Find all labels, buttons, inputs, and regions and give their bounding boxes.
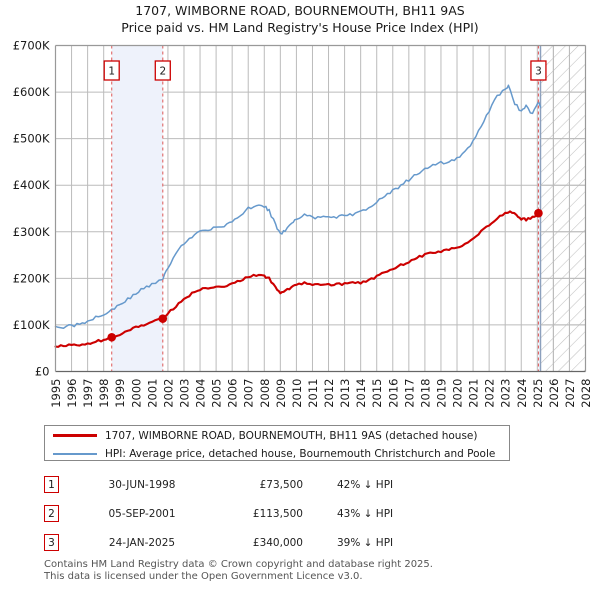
svg-text:2018: 2018: [418, 379, 432, 408]
svg-text:2005: 2005: [210, 379, 224, 408]
price-history-chart: 1 2 3 £0 £100K £200K £300K £400K £500K £600K £700…: [13, 39, 593, 408]
title-line-1: 1707, WIMBORNE ROAD, BOURNEMOUTH, BH11 9…: [135, 3, 465, 18]
legend-label-price-paid: 1707, WIMBORNE ROAD, BOURNEMOUTH, BH11 9…: [105, 429, 478, 442]
svg-text:2019: 2019: [434, 379, 448, 408]
svg-text:1996: 1996: [65, 379, 79, 408]
transaction-badge-2: 2: [44, 505, 59, 522]
svg-text:2000: 2000: [129, 379, 143, 408]
svg-text:1997: 1997: [81, 379, 95, 408]
y-axis-tick-labels: £0 £100K £200K £300K £400K £500K £600K £700K: [13, 39, 50, 379]
ownership-period-band: [111, 45, 541, 372]
transaction-hpi-delta-1: 42% ↓ HPI: [337, 478, 394, 491]
svg-text:2004: 2004: [194, 379, 208, 408]
svg-text:2009: 2009: [274, 379, 288, 408]
svg-text:2015: 2015: [370, 379, 384, 408]
axes: [54, 44, 587, 373]
svg-text:2014: 2014: [354, 379, 368, 408]
transaction-date-1: 30-JUN-1998: [108, 478, 176, 491]
svg-text:2027: 2027: [563, 379, 577, 408]
series-lines: [54, 84, 542, 348]
svg-text:1: 1: [108, 66, 115, 78]
svg-text:1999: 1999: [113, 379, 127, 408]
svg-text:2017: 2017: [402, 379, 416, 408]
legend-swatch-price-paid-icon: [53, 434, 97, 437]
x-axis-tick-labels: 1995 1996 1997 1998 1999 2000 2001 2002 2003 2004…: [49, 379, 593, 408]
chart-legend: 1707, WIMBORNE ROAD, BOURNEMOUTH, BH11 9…: [44, 425, 510, 461]
svg-text:1998: 1998: [97, 379, 111, 408]
svg-text:2021: 2021: [467, 379, 481, 408]
svg-text:2012: 2012: [322, 379, 336, 408]
svg-text:£200K: £200K: [13, 271, 50, 285]
footer-line-1: Contains HM Land Registry data © Crown c…: [44, 559, 433, 570]
transaction-badge-1: 1: [44, 476, 59, 493]
svg-text:2011: 2011: [306, 379, 320, 408]
transaction-price-1: £73,500: [259, 478, 303, 491]
svg-text:3: 3: [535, 66, 542, 78]
legend-item-hpi: HPI: Average price, detached house, Bour…: [45, 445, 509, 462]
svg-text:2006: 2006: [226, 379, 240, 408]
attribution-footer: Contains HM Land Registry data © Crown c…: [44, 559, 584, 583]
svg-text:2023: 2023: [499, 379, 513, 408]
svg-text:2008: 2008: [258, 379, 272, 408]
svg-text:2025: 2025: [531, 379, 545, 408]
legend-label-hpi: HPI: Average price, detached house, Bour…: [105, 447, 496, 460]
legend-swatch-hpi-icon: [53, 452, 97, 455]
forecast-hatch-region: [539, 45, 586, 372]
svg-text:2022: 2022: [483, 379, 497, 408]
transaction-date-3: 24-JAN-2025: [108, 536, 176, 549]
svg-text:2010: 2010: [290, 379, 304, 408]
svg-text:2016: 2016: [386, 379, 400, 408]
transaction-hpi-delta-3: 39% ↓ HPI: [337, 536, 394, 549]
svg-text:2007: 2007: [242, 379, 256, 408]
table-row: 1 30-JUN-1998 £73,500 42% ↓ HPI: [44, 470, 544, 499]
transaction-price-2: £113,500: [252, 507, 303, 520]
svg-text:2024: 2024: [515, 379, 529, 408]
transaction-badge-3: 3: [44, 534, 59, 551]
svg-text:2003: 2003: [177, 379, 191, 408]
transaction-date-2: 05-SEP-2001: [108, 507, 176, 520]
transaction-hpi-delta-2: 43% ↓ HPI: [337, 507, 394, 520]
legend-item-price-paid: 1707, WIMBORNE ROAD, BOURNEMOUTH, BH11 9…: [45, 427, 509, 444]
svg-text:2020: 2020: [451, 379, 465, 408]
svg-text:£500K: £500K: [13, 132, 50, 146]
svg-text:2: 2: [159, 66, 166, 78]
svg-text:£100K: £100K: [13, 318, 50, 332]
svg-text:2026: 2026: [547, 379, 561, 408]
transaction-markers: 1 2 3: [103, 45, 547, 372]
svg-text:£0: £0: [35, 365, 50, 379]
svg-text:2013: 2013: [338, 379, 352, 408]
transactions-table: 1 30-JUN-1998 £73,500 42% ↓ HPI 2 05-SEP…: [44, 470, 544, 557]
transaction-price-3: £340,000: [252, 536, 303, 549]
svg-text:2028: 2028: [579, 379, 593, 408]
svg-text:2002: 2002: [161, 379, 175, 408]
svg-text:1995: 1995: [49, 379, 63, 408]
svg-text:£400K: £400K: [13, 178, 50, 192]
svg-text:£700K: £700K: [13, 39, 50, 53]
svg-text:2001: 2001: [145, 379, 159, 408]
footer-line-2: This data is licensed under the Open Gov…: [44, 571, 363, 582]
page-title: 1707, WIMBORNE ROAD, BOURNEMOUTH, BH11 9…: [0, 2, 600, 36]
table-row: 2 05-SEP-2001 £113,500 43% ↓ HPI: [44, 499, 544, 528]
svg-text:£300K: £300K: [13, 225, 50, 239]
table-row: 3 24-JAN-2025 £340,000 39% ↓ HPI: [44, 528, 544, 557]
title-line-2: Price paid vs. HM Land Registry's House …: [121, 20, 479, 35]
svg-text:£600K: £600K: [13, 85, 50, 99]
